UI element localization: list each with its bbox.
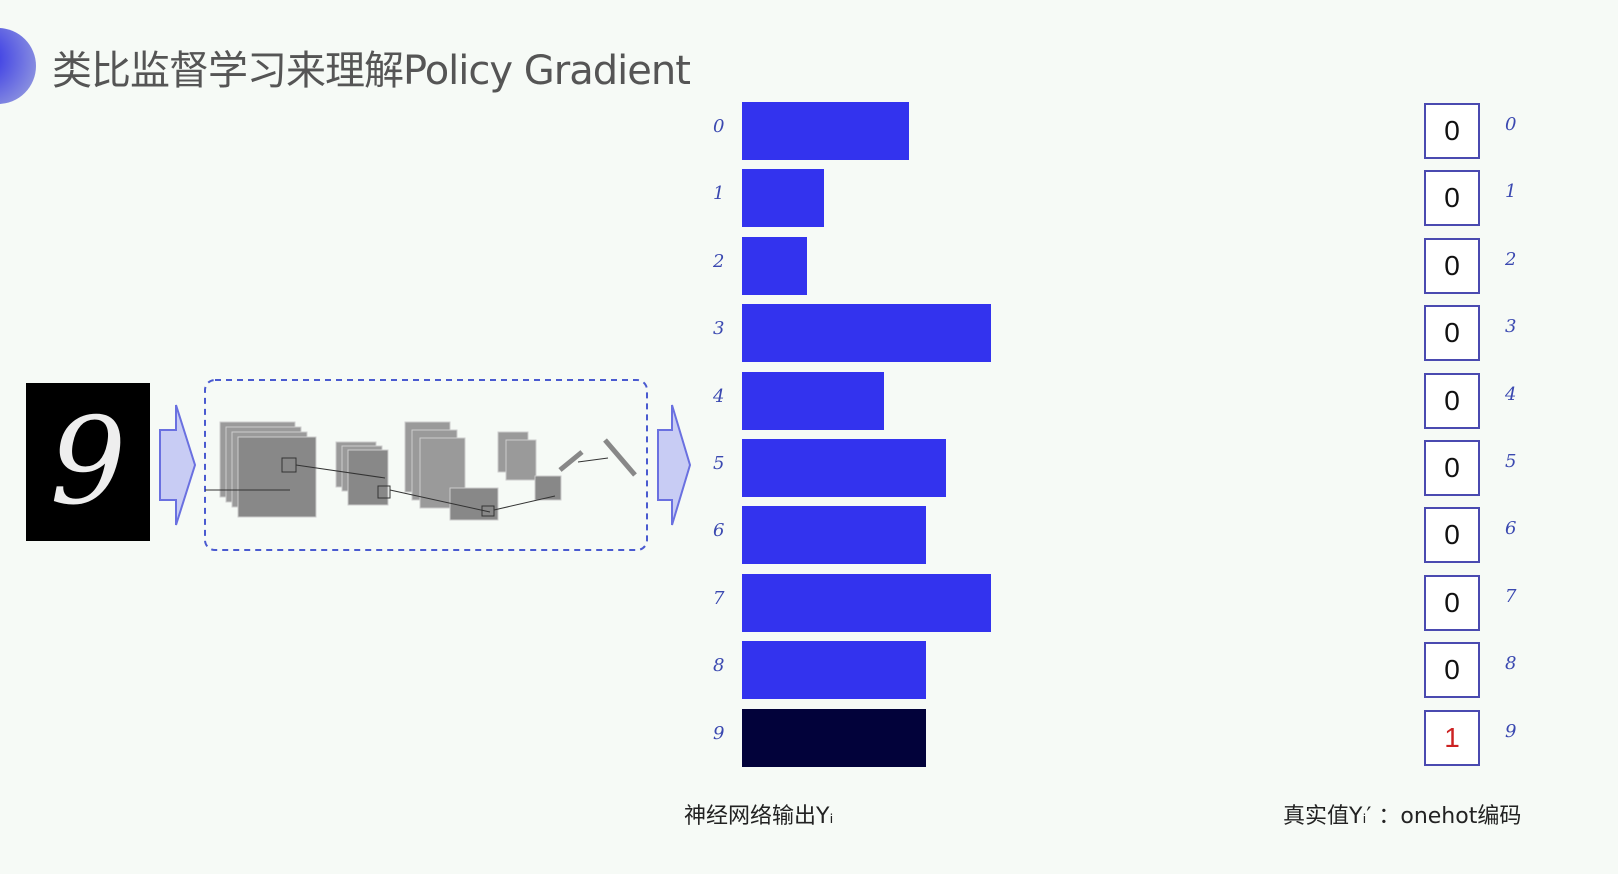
- onehot-cell: 0: [1424, 103, 1480, 159]
- arrow-icon: [159, 404, 197, 526]
- onehot-cell: 0: [1424, 305, 1480, 362]
- onehot-cell: 0: [1424, 574, 1480, 631]
- onehot-label: 1: [1505, 181, 1517, 203]
- output-bar-6: [742, 506, 927, 565]
- output-label: 8: [713, 655, 725, 677]
- onehot-label: 0: [1505, 114, 1517, 135]
- output-label: 7: [713, 587, 725, 609]
- onehot-cell: 0: [1424, 507, 1480, 564]
- output-label: 6: [713, 520, 725, 542]
- output-bar-9: [742, 708, 927, 767]
- output-bar-0: [742, 102, 909, 160]
- arrow-icon: [657, 404, 692, 526]
- title-bullet: [0, 28, 36, 104]
- onehot-label: 4: [1505, 383, 1517, 405]
- onehot-cell: 0: [1424, 372, 1480, 429]
- output-bar-3: [742, 304, 991, 363]
- output-bar-5: [742, 439, 947, 497]
- output-bar-8: [742, 641, 927, 700]
- cnn-diagram: [159, 379, 692, 551]
- onehot-cell: 0: [1424, 237, 1480, 294]
- output-label: 2: [713, 250, 725, 272]
- onehot-cell: 0: [1424, 170, 1480, 227]
- onehot-cell: 0: [1424, 440, 1480, 496]
- network-box: [204, 379, 648, 551]
- onehot-label: 3: [1505, 316, 1517, 338]
- onehot-cell: 1: [1424, 709, 1480, 766]
- output-label: 0: [713, 116, 725, 137]
- onehot-label: 2: [1505, 248, 1517, 270]
- output-bar-4: [742, 371, 884, 430]
- onehot-label: 8: [1505, 653, 1517, 675]
- output-bar-7: [742, 573, 991, 632]
- onehot-cell: 0: [1424, 642, 1480, 699]
- onehot-caption: 真实值Yᵢ′ ：onehot编码: [1283, 804, 1522, 829]
- output-label: 1: [713, 183, 725, 205]
- onehot-label: 9: [1505, 720, 1517, 742]
- output-label: 9: [713, 722, 725, 744]
- output-label: 3: [713, 318, 725, 340]
- output-label: 5: [713, 453, 725, 474]
- output-bar-2: [742, 236, 807, 295]
- output-bar-1: [742, 169, 825, 228]
- onehot-label: 7: [1505, 585, 1517, 607]
- slide-title: 类比监督学习来理解Policy Gradient: [52, 48, 691, 94]
- onehot-label: 6: [1505, 518, 1517, 540]
- nn-output-caption: 神经网络输出Yᵢ: [684, 804, 834, 829]
- onehot-label: 5: [1505, 451, 1517, 472]
- mnist-digit-image: 9: [26, 383, 150, 541]
- output-label: 4: [713, 385, 725, 407]
